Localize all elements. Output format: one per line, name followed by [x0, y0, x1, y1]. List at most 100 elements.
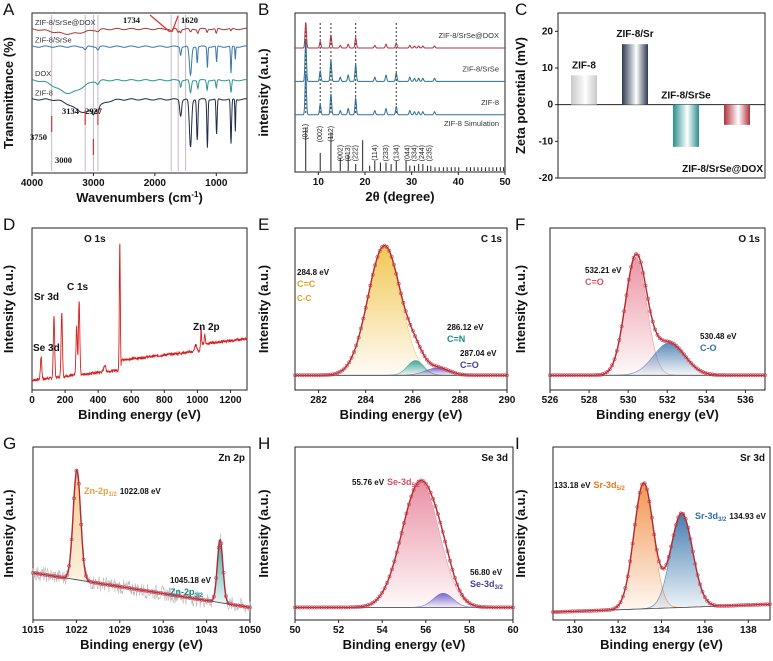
data-point: [101, 582, 105, 586]
series-line: [295, 22, 505, 49]
data-point: [649, 515, 654, 520]
x-axis-label: Binding energy (eV): [596, 407, 719, 422]
data-point: [154, 590, 158, 595]
data-point: [190, 596, 195, 601]
data-point: [216, 545, 221, 550]
hkl-label: (112): [328, 126, 335, 142]
data-point: [380, 590, 385, 595]
data-point: [221, 570, 226, 575]
x-tick-label: 2000: [144, 178, 167, 189]
data-point: [344, 363, 349, 368]
data-point: [587, 608, 592, 613]
data-point: [312, 605, 317, 610]
data-point: [643, 283, 648, 288]
data-point: [572, 609, 577, 614]
x-axis-label: Binding energy (eV): [80, 637, 203, 652]
data-point: [727, 603, 731, 608]
series-line: [32, 45, 248, 77]
data-point: [748, 603, 753, 607]
data-point: [593, 373, 598, 378]
data-point: [76, 481, 81, 486]
data-point: [339, 605, 343, 610]
x-tick-label: 288: [452, 395, 469, 406]
data-point: [360, 604, 365, 609]
data-point: [302, 605, 307, 610]
data-point: [743, 373, 748, 378]
peak-annotation: Zn-2p1/2 1022.08 eV: [84, 486, 161, 498]
data-point: [127, 586, 132, 591]
annotation-value: 286.12 eV: [447, 323, 484, 332]
data-point: [690, 549, 695, 554]
data-point: [592, 608, 596, 613]
data-point: [392, 262, 396, 267]
peak-annotation: C=O: [585, 277, 604, 287]
data-point: [551, 610, 555, 615]
data-point: [382, 586, 387, 591]
data-point: [394, 271, 399, 276]
data-point: [579, 373, 583, 378]
data-point: [624, 293, 629, 298]
x-tick-label: 3000: [82, 178, 105, 189]
panel-c: C Zeta potential (mV) -20 -10 0 10 20 ZIF-8 ZIF-…: [513, 0, 766, 184]
y-axis-label: Transmittance (%): [1, 37, 16, 149]
data-point: [399, 531, 404, 535]
data-point: [642, 481, 647, 486]
data-point: [736, 373, 741, 378]
envelope-line: [550, 253, 765, 376]
data-point: [426, 485, 431, 490]
data-point: [455, 371, 460, 376]
data-point: [657, 559, 661, 564]
data-point: [676, 515, 681, 520]
hkl-label: (233): [383, 145, 390, 161]
data-point: [654, 547, 659, 552]
data-point: [448, 369, 453, 374]
data-point: [715, 603, 719, 608]
data-point: [125, 585, 129, 590]
bar: [622, 44, 648, 105]
data-point: [712, 372, 717, 377]
data-point: [295, 373, 300, 378]
data-point: [120, 585, 125, 589]
data-point: [734, 603, 739, 608]
hkl-label: (222): [353, 145, 360, 161]
data-point: [43, 572, 47, 577]
hkl-label: (013): [345, 145, 352, 161]
x-tick-label: 1043: [195, 625, 218, 636]
data-point: [409, 494, 414, 499]
envelope-line: [32, 468, 251, 609]
data-point: [439, 365, 443, 370]
data-point: [486, 373, 491, 378]
series-line: [295, 73, 505, 116]
data-point: [377, 594, 382, 599]
data-point: [636, 253, 641, 258]
data-point: [351, 350, 356, 355]
data-point: [455, 582, 460, 587]
spectrum-title: Sr 3d: [740, 453, 765, 464]
data-point: [243, 604, 248, 609]
x-axis-label-text: Wavenumbers (cm: [76, 190, 191, 205]
data-point: [717, 373, 722, 377]
data-point: [496, 605, 501, 610]
data-point: [689, 361, 693, 365]
series-line: [295, 39, 505, 82]
data-point: [629, 264, 634, 269]
data-point: [295, 605, 300, 610]
annotation-subscript: 3/2: [495, 585, 504, 591]
hkl-label: (334): [411, 145, 418, 161]
data-point: [402, 521, 406, 525]
series-label: ZIF-8/SrSe@DOX: [35, 18, 96, 27]
data-point: [431, 497, 435, 501]
data-point: [60, 575, 64, 580]
data-point: [408, 323, 413, 327]
data-point: [753, 602, 758, 607]
bar: [673, 104, 699, 147]
data-point: [662, 566, 666, 571]
data-point: [47, 573, 52, 578]
series-label: ZIF-8/SrSe@DOX: [438, 31, 499, 40]
data-point: [336, 605, 341, 610]
data-point: [149, 589, 154, 594]
data-point: [647, 499, 652, 504]
data-point: [576, 373, 581, 378]
